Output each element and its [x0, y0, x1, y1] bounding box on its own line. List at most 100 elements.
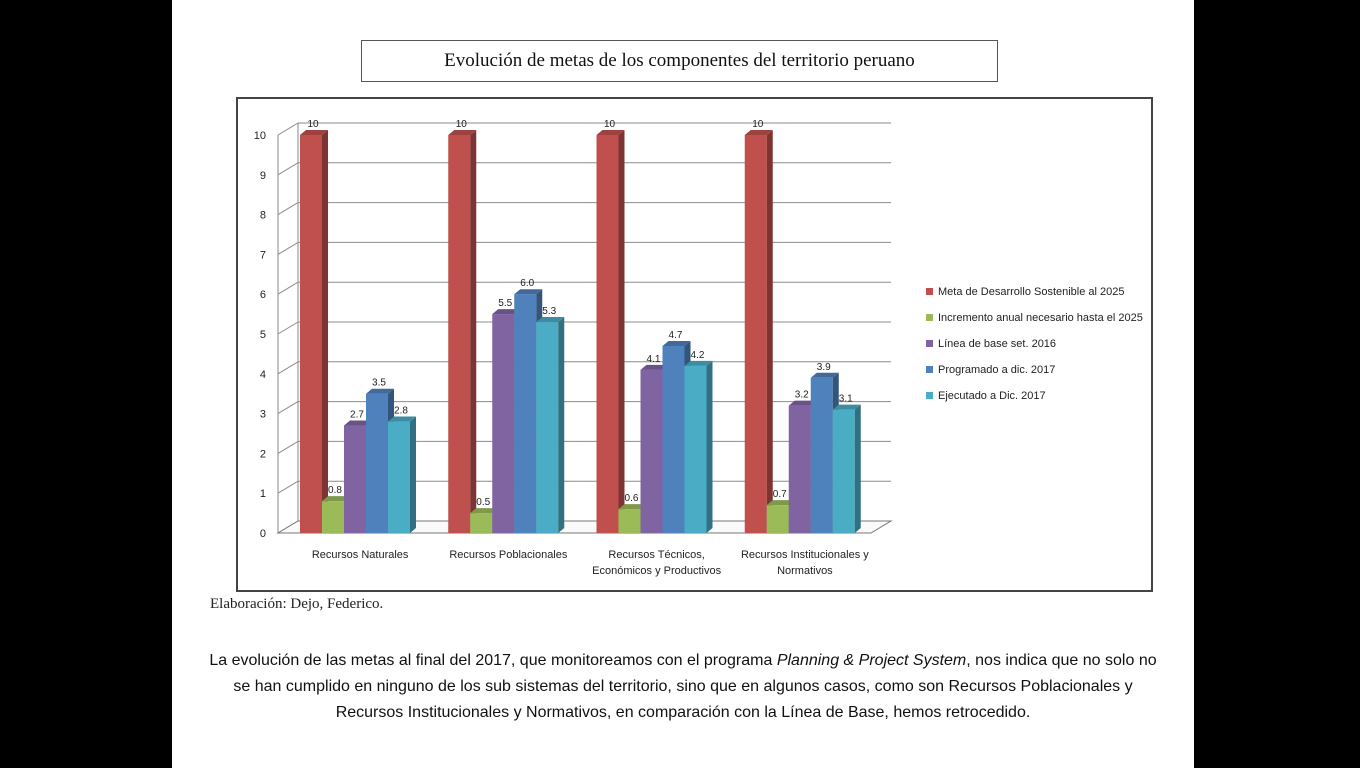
x-tick-label: Normativos [777, 565, 833, 577]
data-label: 0.7 [773, 489, 787, 500]
bar [322, 501, 344, 533]
data-label: 0.5 [476, 497, 490, 508]
legend-label: Programado a dic. 2017 [938, 364, 1055, 376]
bar [684, 365, 707, 533]
bar [514, 294, 537, 533]
bar-top [662, 340, 691, 346]
bar-side [410, 416, 416, 533]
gridline-side [277, 480, 299, 494]
data-label: 4.1 [647, 354, 661, 365]
bar [492, 314, 515, 533]
gridline-side [277, 122, 299, 136]
bar [448, 135, 471, 533]
bar [366, 393, 388, 533]
data-label: 5.3 [542, 306, 556, 317]
legend-swatch [926, 340, 933, 347]
gridline-side [277, 321, 299, 335]
y-tick-label: 6 [260, 289, 266, 301]
gridline-side [277, 440, 299, 454]
caption-italic: Planning & Project System [776, 652, 967, 669]
x-tick-label: Recursos Naturales [312, 549, 409, 561]
gridline-side [277, 281, 299, 295]
bar-side [322, 130, 328, 533]
y-tick-label: 7 [260, 249, 266, 261]
y-tick-label: 9 [260, 170, 266, 182]
data-label: 3.5 [372, 378, 386, 389]
bar-top [388, 416, 416, 422]
bar-top [536, 317, 565, 323]
x-tick-label: Recursos Técnicos, [608, 549, 704, 561]
legend-label: Línea de base set. 2016 [938, 338, 1056, 350]
data-label: 10 [307, 119, 319, 130]
bar [788, 405, 811, 533]
data-label: 2.8 [394, 406, 408, 417]
bar-top [300, 130, 328, 135]
data-label: 3.2 [795, 390, 809, 401]
legend-label: Ejecutado a Dic. 2017 [938, 390, 1046, 402]
bar-top [492, 309, 521, 315]
data-label: 5.5 [498, 298, 512, 309]
bar-top [788, 400, 817, 406]
bar [300, 135, 322, 533]
y-tick-label: 8 [260, 210, 266, 222]
bar [744, 135, 767, 533]
data-label: 10 [456, 119, 468, 130]
caption-part1: La evolución de las metas al final del 2… [209, 652, 777, 669]
data-label: 10 [604, 119, 616, 130]
bar-top [448, 130, 477, 135]
data-label: 0.8 [328, 485, 342, 496]
data-label: 4.7 [669, 330, 683, 341]
legend-swatch [926, 392, 933, 399]
data-label: 6.0 [520, 278, 534, 289]
bar-top [810, 372, 839, 378]
legend-swatch [926, 288, 933, 295]
slide: Evolución de metas de los componentes de… [172, 0, 1194, 768]
y-tick-label: 5 [260, 329, 266, 341]
x-tick-label: Económicos y Productivos [592, 565, 721, 577]
bar-chart: 0 1 2 3 4 5 6 7 8 9 10 Recursos Naturales 10 0.8 2.7 3.… [254, 119, 1143, 577]
gridline-side [277, 361, 299, 375]
y-tick-label: 0 [260, 528, 266, 540]
chart-frame: 0 1 2 3 4 5 6 7 8 9 10 Recursos Naturales 10 0.8 2.7 3.… [236, 97, 1153, 592]
y-tick-label: 10 [254, 130, 266, 142]
data-label: 3.9 [817, 362, 831, 373]
bar [618, 509, 641, 533]
bar-top [832, 404, 861, 410]
bar-top [618, 504, 647, 510]
bar-top [514, 289, 543, 295]
data-label: 0.6 [625, 493, 639, 504]
bar-top [766, 500, 795, 506]
credit-text: Elaboración: Dejo, Federico. [210, 596, 384, 612]
bar [662, 345, 685, 533]
x-tick-label: Recursos Poblacionales [449, 549, 568, 561]
bar-side [618, 130, 625, 533]
caption-text: La evolución de las metas al final del 2… [202, 648, 1164, 726]
bar-top [744, 130, 773, 135]
legend-swatch [926, 314, 933, 321]
bar-top [596, 130, 625, 135]
bar [640, 369, 663, 533]
gridline-side [277, 241, 299, 255]
legend-label: Meta de Desarrollo Sostenible al 2025 [938, 286, 1125, 298]
gridline-side [277, 162, 299, 176]
legend-label: Incremento anual necesario hasta el 2025 [938, 312, 1143, 324]
bar-top [366, 388, 394, 394]
y-tick-label: 1 [260, 488, 266, 500]
bar [832, 409, 855, 533]
y-tick-label: 3 [260, 409, 266, 421]
gridline-side [277, 202, 299, 216]
bar [810, 377, 833, 533]
data-label: 2.7 [350, 410, 364, 421]
bar-top [684, 360, 713, 366]
bar-side [854, 404, 861, 533]
data-label: 4.2 [691, 350, 705, 361]
bar-side [470, 130, 477, 533]
gridline-side [277, 401, 299, 415]
bar-side [706, 360, 713, 533]
y-tick-label: 4 [260, 369, 266, 381]
bar-top [322, 496, 350, 502]
bar-top [344, 420, 372, 426]
chart-title: Evolución de metas de los componentes de… [361, 40, 998, 82]
legend-swatch [926, 366, 933, 373]
bar [766, 505, 789, 533]
